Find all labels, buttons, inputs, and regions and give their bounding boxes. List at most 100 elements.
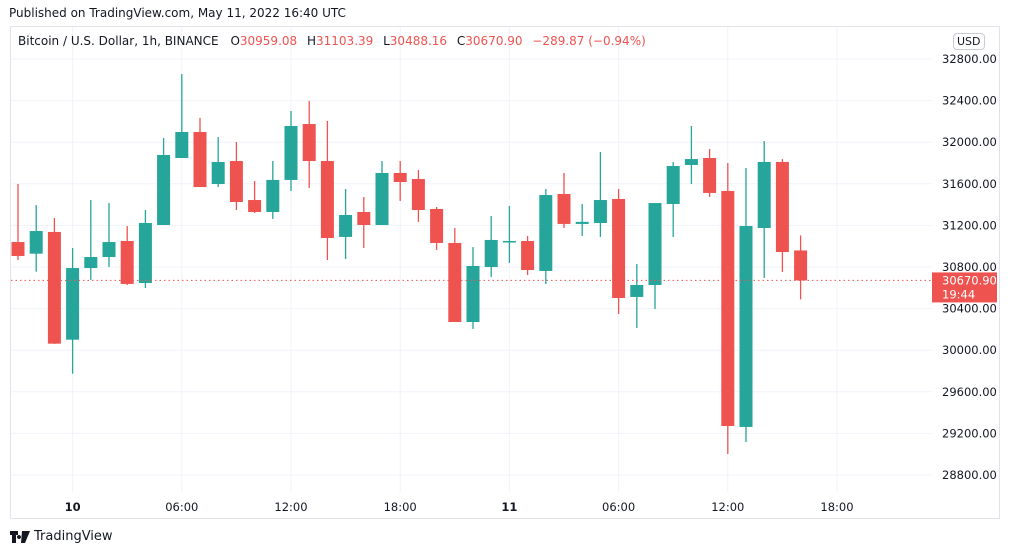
candle-body (775, 161, 789, 253)
candle-up (138, 210, 152, 289)
candle-down (193, 117, 207, 188)
candle-up (757, 140, 771, 279)
chart-frame (10, 26, 1000, 519)
candle-body (284, 125, 298, 180)
candle-down (248, 180, 262, 214)
candle-up (666, 161, 680, 237)
high-value: 31103.39 (316, 34, 374, 48)
time-tick-label: 11 (501, 500, 517, 514)
candle-body (448, 242, 462, 323)
time-axis: 10 06:00 12:00 18:00 11 06:00 12:00 18:00 (65, 500, 854, 514)
candle-body (47, 231, 61, 344)
candle-body (630, 284, 644, 297)
candle-up (102, 203, 116, 267)
candle-down (302, 101, 316, 188)
close-label: C (456, 34, 466, 48)
candle-body (266, 179, 280, 212)
symbol-legend: Bitcoin / U.S. Dollar, 1h, BINANCE O3095… (18, 34, 652, 48)
candle-body (757, 161, 771, 228)
time-tick-label: 18:00 (384, 500, 417, 514)
last-price-badge (932, 272, 997, 303)
tradingview-logo-icon (10, 530, 30, 543)
time-tick-label: 06:00 (165, 500, 198, 514)
candle-up (339, 189, 353, 259)
price-tick-label: 30000.00 (942, 343, 997, 357)
time-tick-label: 10 (65, 500, 81, 514)
candle-body (648, 203, 662, 285)
candle-up (502, 205, 516, 263)
candle-up (29, 205, 43, 272)
candle-up (593, 151, 607, 237)
tradingview-logo[interactable]: TradingView (10, 529, 113, 544)
candle-body (193, 132, 207, 188)
candle-body (375, 172, 389, 225)
candle-up (648, 203, 662, 310)
candle-down (11, 184, 25, 261)
currency-button[interactable]: USD (953, 33, 985, 50)
price-tick-label: 32400.00 (942, 94, 997, 108)
candle-down (721, 163, 735, 454)
candle-body (84, 257, 98, 269)
published-caption: Published on TradingView.com, May 11, 20… (9, 6, 346, 20)
candle-body (175, 132, 189, 159)
price-tick-label: 30400.00 (942, 302, 997, 316)
candle-down (557, 172, 571, 228)
last-price-label: 30670.90 (942, 273, 997, 287)
candle-body (320, 161, 334, 238)
candle-down (357, 197, 371, 248)
candle-down (393, 161, 407, 201)
candle-body (502, 241, 516, 243)
time-tick-label: 06:00 (602, 500, 635, 514)
price-tick-label: 32000.00 (942, 135, 997, 149)
symbol-title[interactable]: Bitcoin / U.S. Dollar, 1h, BINANCE (18, 34, 219, 48)
candle-body (721, 190, 735, 427)
candle-down (521, 236, 535, 276)
candle-up (211, 137, 225, 188)
candle-body (120, 241, 134, 284)
candle-body (11, 242, 25, 256)
candle-body (157, 154, 171, 225)
candle-down (229, 141, 243, 211)
candle-body (211, 161, 225, 185)
candle-up (375, 161, 389, 225)
candle-up (66, 247, 80, 374)
countdown-label: 19:44 (942, 287, 975, 301)
candle-up (484, 216, 498, 277)
candle-down (320, 120, 334, 261)
open-value: 30959.08 (239, 34, 298, 48)
tradingview-brand: TradingView (34, 529, 113, 544)
price-tick-label: 28800.00 (942, 468, 997, 482)
candle-body (66, 268, 80, 340)
candle-down (411, 169, 425, 222)
candle-down (612, 189, 626, 315)
candle-down (430, 206, 444, 250)
candle-down (794, 235, 808, 300)
price-tick-label: 32800.00 (942, 52, 997, 66)
candle-up (575, 203, 589, 237)
candle-up (630, 263, 644, 328)
price-tick-label: 29600.00 (942, 385, 997, 399)
time-tick-label: 12:00 (274, 500, 307, 514)
time-tick-label: 12:00 (711, 500, 744, 514)
candle-body (539, 195, 553, 271)
candle-up (175, 73, 189, 159)
candle-up (739, 167, 753, 443)
candle-body (102, 242, 116, 258)
price-tick-label: 31200.00 (942, 218, 997, 232)
candle-up (684, 125, 698, 185)
candle-up (157, 138, 171, 225)
price-tick-label: 31600.00 (942, 177, 997, 191)
time-tick-label: 18:00 (820, 500, 853, 514)
candle-body (302, 124, 316, 162)
low-value: 30488.16 (389, 34, 448, 48)
price-tick-label: 29200.00 (942, 426, 997, 440)
candle-down (448, 228, 462, 323)
open-label: O (230, 34, 240, 48)
candle-down (703, 148, 717, 198)
low-label: L (383, 34, 390, 48)
change-value: −289.87 (−0.94%) (532, 34, 646, 48)
candle-body (684, 159, 698, 165)
candle-up (284, 111, 298, 191)
